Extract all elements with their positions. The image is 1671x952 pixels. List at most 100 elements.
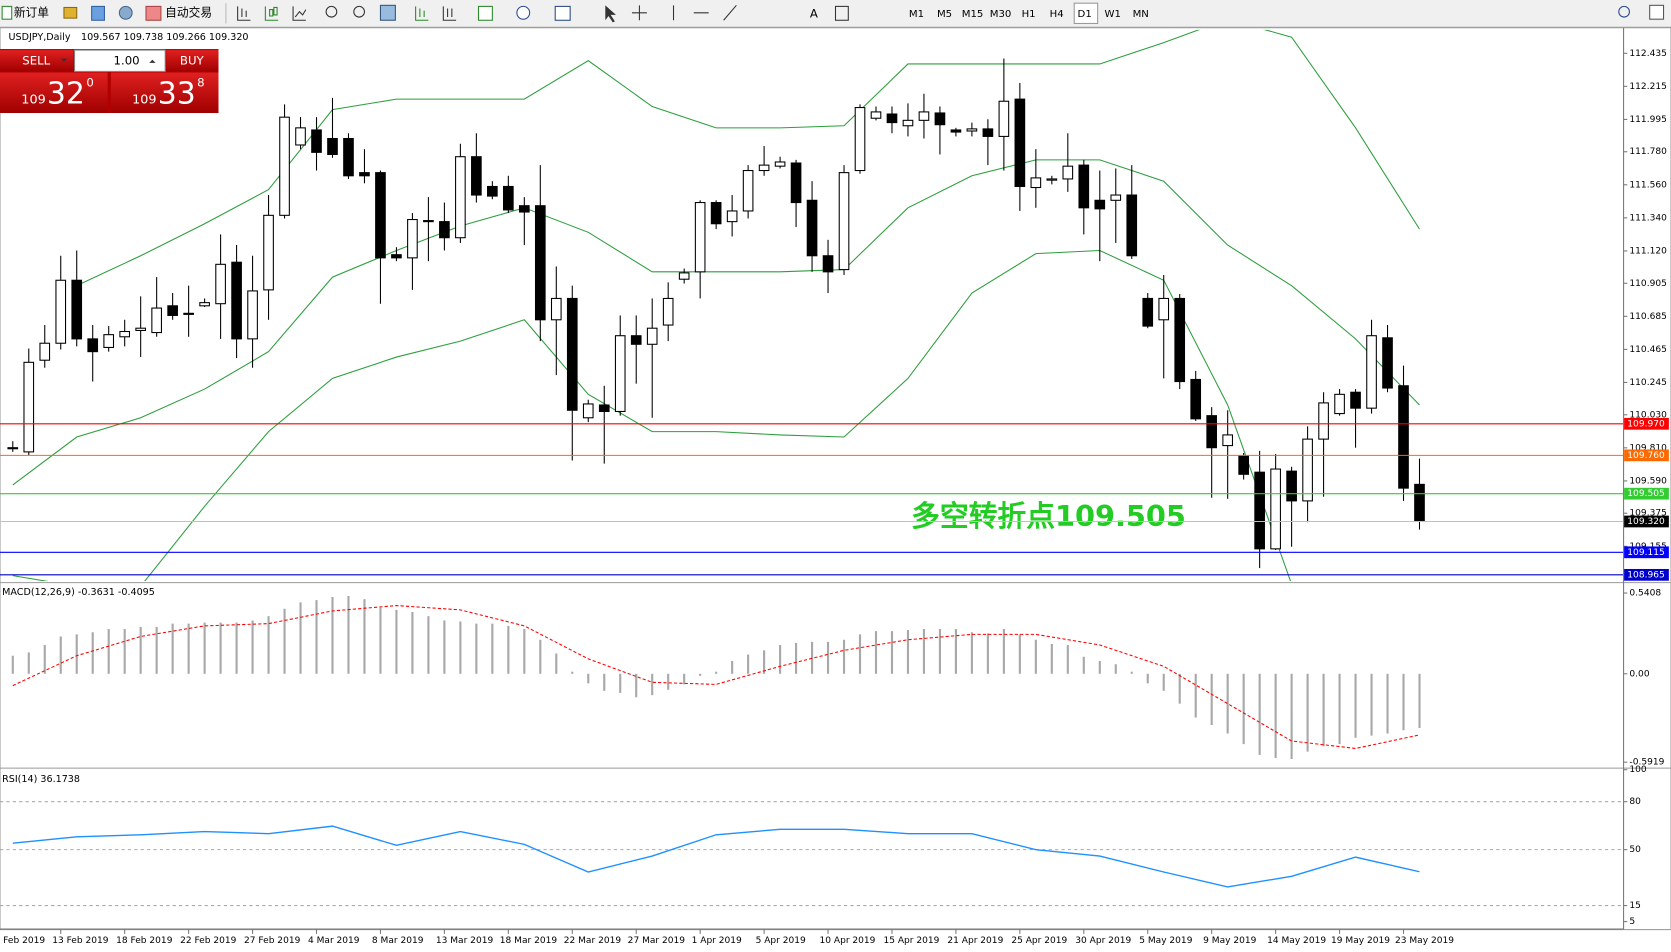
candle-body — [662, 297, 674, 326]
new-order-icon[interactable] — [1, 5, 13, 20]
candle-body — [982, 128, 994, 137]
bid-box[interactable] — [0, 72, 108, 114]
toolbar-buttons: 新订单 自动交易 A — [1, 2, 1665, 24]
candle-body — [23, 361, 35, 453]
timeframe-button[interactable]: M1 — [909, 9, 924, 20]
timeframe-button[interactable]: H4 — [1050, 9, 1064, 20]
timeframe-button[interactable]: M30 — [990, 9, 1012, 20]
lots-input[interactable] — [74, 49, 166, 72]
x-tick-label: 22 Mar 2019 — [564, 936, 622, 946]
buy-button[interactable] — [166, 50, 219, 72]
y-tick-label: 110.905 — [1629, 279, 1666, 289]
candle-body — [183, 312, 194, 315]
candle-body — [1046, 178, 1058, 181]
period-icon[interactable] — [516, 5, 531, 20]
line-icon[interactable] — [292, 6, 307, 21]
y-tick-label: 110.030 — [1629, 410, 1667, 420]
level-label-bg — [1624, 417, 1669, 430]
candle-body — [199, 302, 210, 307]
candle-body — [870, 111, 882, 119]
timeframe-button[interactable]: MN — [1133, 9, 1149, 20]
line-tools[interactable] — [672, 4, 737, 21]
auto-trading-icon[interactable] — [145, 5, 162, 21]
candle-body — [806, 199, 818, 257]
window-icon[interactable] — [1649, 4, 1665, 20]
x-tick-label: 13 Mar 2019 — [436, 936, 494, 946]
candle-body — [630, 335, 642, 345]
bid-big: 109 — [21, 93, 45, 108]
ask-box[interactable] — [110, 72, 219, 114]
candle-body — [215, 263, 226, 305]
timeframe-button[interactable]: M15 — [962, 9, 984, 20]
template-icon[interactable] — [554, 5, 571, 21]
candle-body — [423, 220, 434, 223]
y-tick-label: 50 — [1629, 845, 1641, 855]
y-tick-label: 109.810 — [1629, 443, 1667, 453]
level-label: 109.505 — [1627, 489, 1664, 499]
auto-trading-button[interactable]: 自动交易 — [165, 5, 212, 19]
zoom-in[interactable] — [325, 5, 338, 18]
level-label: 109.320 — [1627, 517, 1665, 527]
tile-icon[interactable] — [379, 4, 396, 21]
bar-chart-icon[interactable] — [237, 6, 251, 21]
cursor-tool[interactable] — [605, 5, 616, 23]
x-tick-label: 22 Feb 2019 — [180, 936, 237, 946]
candle-body — [710, 202, 722, 225]
candle-body — [279, 116, 290, 216]
candle-body — [550, 297, 562, 321]
candle-body — [1238, 455, 1249, 475]
buy-label[interactable]: BUY — [180, 53, 205, 67]
shift-icon[interactable] — [442, 6, 457, 21]
lots-value[interactable]: 1.00 — [114, 53, 140, 67]
timeframe-button[interactable]: H1 — [1022, 9, 1036, 20]
candle-body — [854, 107, 866, 172]
text-tool[interactable]: A — [810, 6, 818, 20]
icon[interactable] — [63, 6, 78, 19]
candle-body — [966, 128, 978, 132]
candle-body — [1302, 438, 1313, 502]
candle-body — [103, 334, 115, 348]
candle-body — [295, 127, 306, 146]
indicators-icon[interactable] — [477, 5, 493, 21]
new-order-button[interactable]: 新订单 — [14, 5, 49, 19]
search[interactable] — [1618, 5, 1630, 18]
y-tick-label: 112.435 — [1629, 49, 1666, 59]
x-tick-label: 15 Apr 2019 — [883, 936, 939, 946]
candle-body — [1222, 434, 1234, 447]
icon[interactable] — [91, 5, 105, 21]
candle-body — [503, 185, 514, 211]
zoom-out[interactable] — [353, 5, 365, 18]
macd-title: MACD(12,26,9) -0.3631 -0.4095 — [2, 587, 155, 598]
sell-label[interactable]: SELL — [22, 53, 50, 67]
candle-body — [1078, 164, 1090, 209]
timeframe-button[interactable]: W1 — [1104, 9, 1120, 20]
timeframe-button[interactable]: D1 — [1078, 9, 1092, 20]
candle-body — [1030, 177, 1042, 189]
candle-body — [886, 113, 898, 124]
sell-button[interactable] — [0, 50, 74, 72]
autoscroll-icon[interactable] — [415, 6, 429, 21]
label-tool[interactable] — [834, 5, 849, 21]
y-tick-label: 15 — [1629, 901, 1641, 911]
candle-body — [614, 335, 626, 413]
candle-icon[interactable] — [264, 6, 279, 21]
x-tick-label: 27 Feb 2019 — [244, 936, 301, 946]
candle-body — [1414, 483, 1425, 523]
crosshair-tool[interactable] — [631, 5, 647, 21]
level-label: 109.760 — [1627, 451, 1665, 461]
y-tick-label: -0.5919 — [1629, 758, 1664, 768]
y-tick-label: 0.5408 — [1629, 589, 1661, 599]
level-label-bg — [1624, 449, 1669, 462]
candle-body — [1318, 402, 1329, 440]
candle-body — [534, 205, 546, 321]
rsi-line — [12, 825, 1420, 888]
y-tick-label: 111.560 — [1629, 180, 1667, 190]
timeframe-button[interactable]: M5 — [937, 9, 952, 20]
candle-body — [902, 119, 914, 127]
chart-title: USDJPY,Daily — [9, 32, 71, 43]
candle-body — [71, 279, 83, 340]
icon[interactable] — [118, 5, 133, 20]
candle-body — [119, 330, 131, 338]
candle-body — [518, 205, 530, 213]
